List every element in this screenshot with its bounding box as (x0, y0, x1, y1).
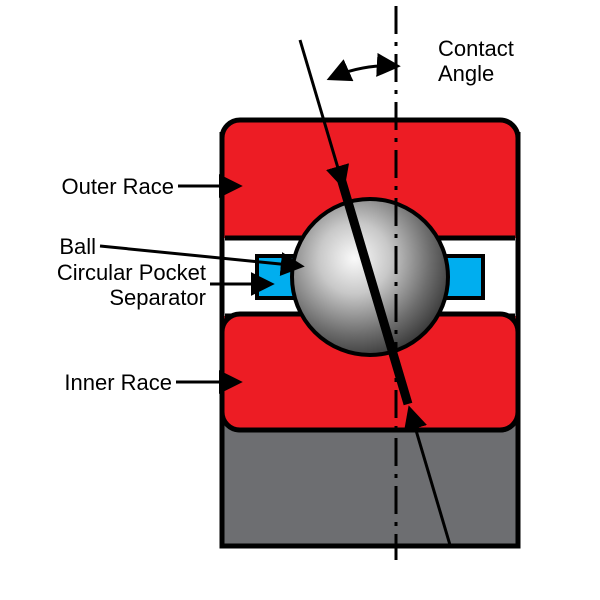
label-contact-angle-l2: Angle (438, 61, 494, 86)
label-separator-l1: Circular Pocket (57, 260, 206, 285)
label-contact-angle: Contact Angle (438, 36, 514, 87)
separator-right (445, 256, 483, 298)
label-contact-angle-l1: Contact (438, 36, 514, 61)
label-outer-race: Outer Race (0, 174, 174, 199)
angle-arc (331, 66, 396, 78)
label-ball: Ball (0, 234, 96, 259)
label-separator-l2: Separator (109, 285, 206, 310)
bearing-diagram: Contact Angle Outer Race Ball Circular P… (0, 0, 600, 600)
label-separator: Circular Pocket Separator (0, 260, 206, 311)
label-inner-race: Inner Race (0, 370, 172, 395)
